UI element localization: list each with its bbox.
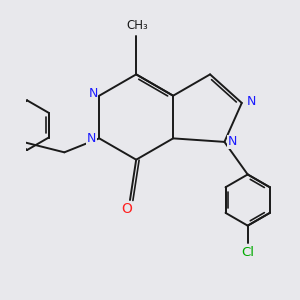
Text: CH₃: CH₃ bbox=[127, 19, 148, 32]
Text: N: N bbox=[227, 135, 237, 148]
Text: N: N bbox=[87, 132, 96, 145]
Text: Cl: Cl bbox=[241, 246, 254, 259]
Text: O: O bbox=[122, 202, 132, 216]
Text: N: N bbox=[246, 95, 256, 108]
Text: N: N bbox=[88, 87, 98, 100]
